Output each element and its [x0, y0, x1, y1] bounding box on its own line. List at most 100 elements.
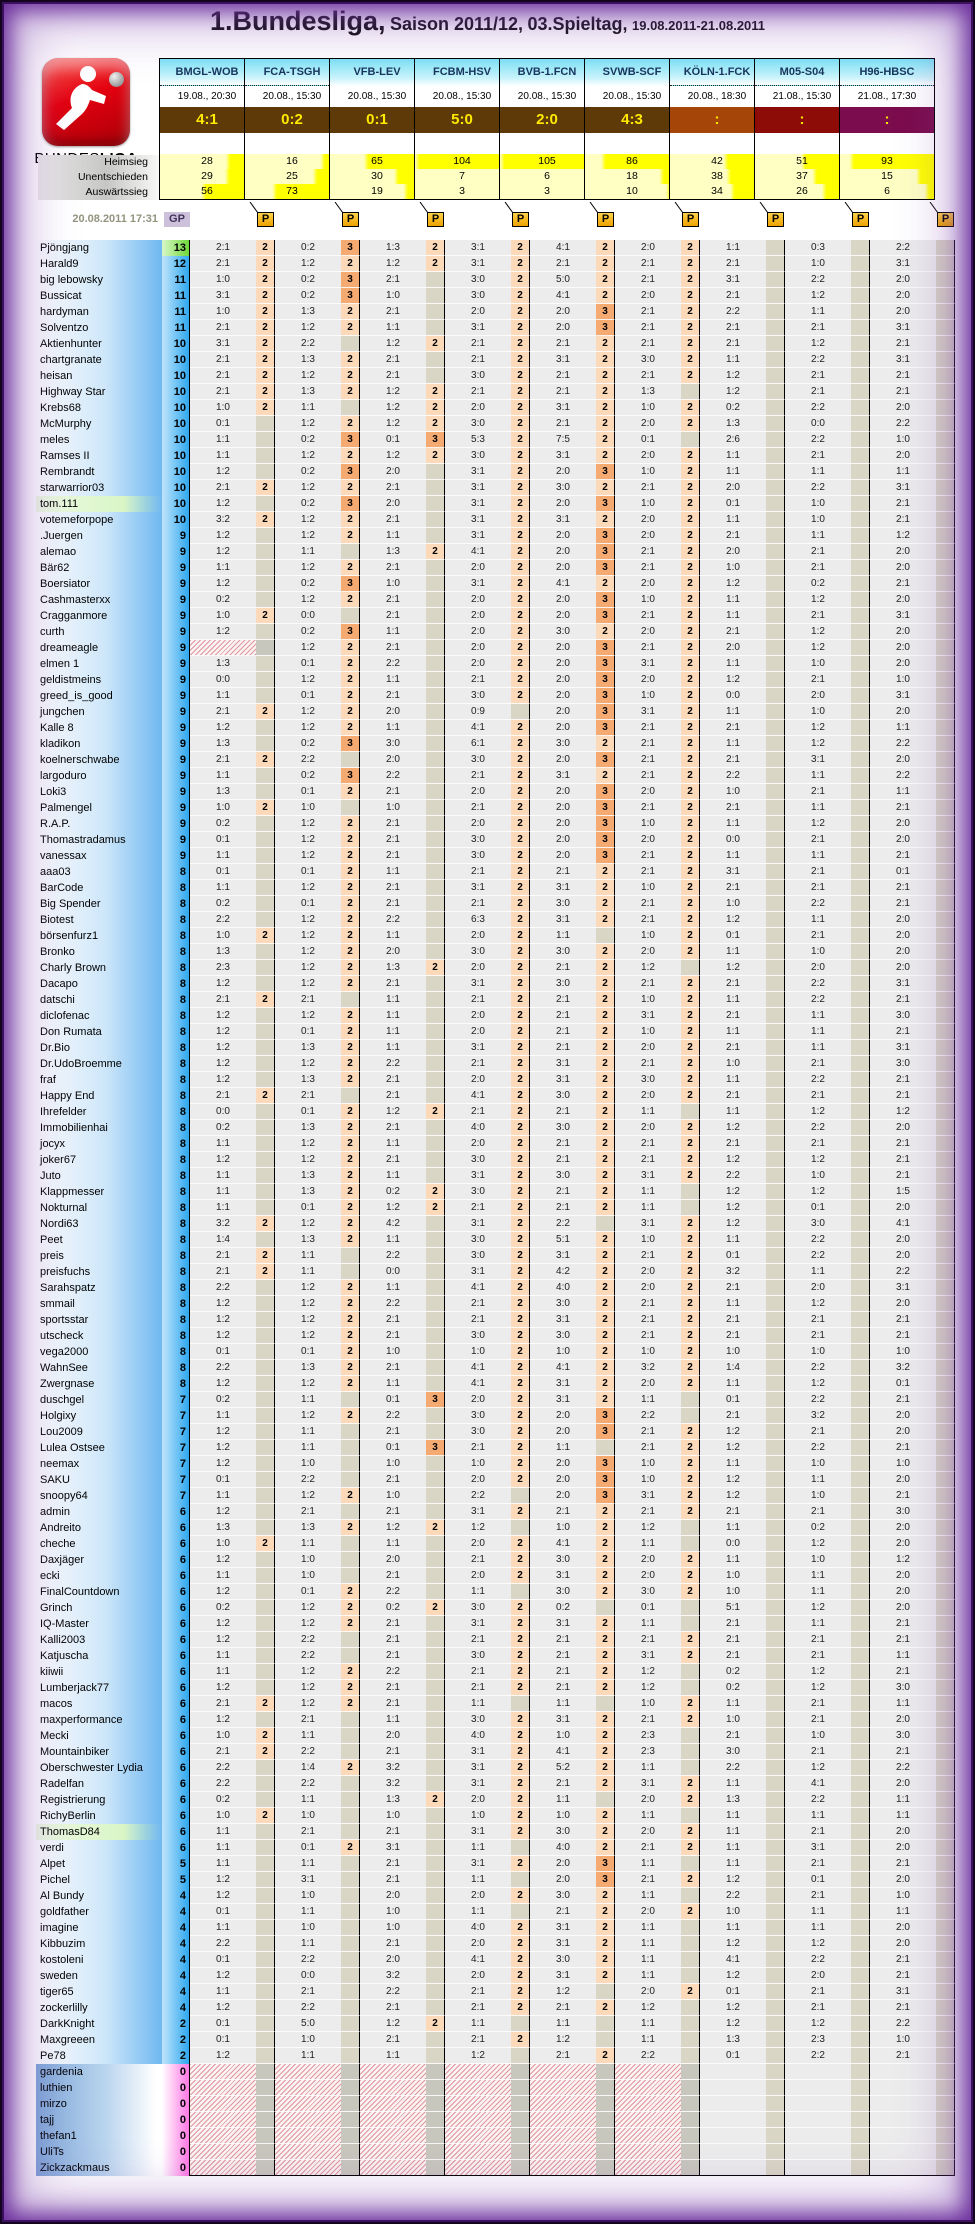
player-name[interactable]: datschi — [36, 992, 162, 1008]
player-name[interactable]: Mountainbiker — [36, 1744, 162, 1760]
match-teams-link[interactable]: M05-S04 — [755, 59, 849, 86]
player-name[interactable]: jocyx — [36, 1136, 162, 1152]
player-name[interactable]: smmail — [36, 1296, 162, 1312]
player-name[interactable]: luthien — [36, 2080, 162, 2096]
player-name[interactable]: cheche — [36, 1536, 162, 1552]
match-teams-link[interactable]: KÖLN-1.FCK — [670, 59, 764, 86]
player-name[interactable]: ThomasD84 — [36, 1824, 162, 1840]
player-name[interactable]: tiger65 — [36, 1984, 162, 2000]
player-name[interactable]: preis — [36, 1248, 162, 1264]
player-name[interactable]: McMurphy — [36, 416, 162, 432]
player-name[interactable]: Ramses II — [36, 448, 162, 464]
match-teams-link[interactable]: FCA-TSGH — [245, 59, 339, 86]
player-name[interactable]: tom.111 — [36, 496, 162, 512]
player-name[interactable]: Juto — [36, 1168, 162, 1184]
player-name[interactable]: kladikon — [36, 736, 162, 752]
player-name[interactable]: Bär62 — [36, 560, 162, 576]
player-name[interactable]: sweden — [36, 1968, 162, 1984]
player-name[interactable]: starwarrior03 — [36, 480, 162, 496]
player-name[interactable]: RichyBerlin — [36, 1808, 162, 1824]
player-name[interactable]: jungchen — [36, 704, 162, 720]
player-name[interactable]: SAKU — [36, 1472, 162, 1488]
player-name[interactable]: greed_is_good — [36, 688, 162, 704]
player-name[interactable]: meles — [36, 432, 162, 448]
player-name[interactable]: preisfuchs — [36, 1264, 162, 1280]
player-name[interactable]: Kalle 8 — [36, 720, 162, 736]
player-name[interactable]: Harald9 — [36, 256, 162, 272]
player-name[interactable]: votemeforpope — [36, 512, 162, 528]
player-name[interactable]: Ihrefelder — [36, 1104, 162, 1120]
player-name[interactable]: zockerlilly — [36, 2000, 162, 2016]
player-name[interactable]: Holgixy — [36, 1408, 162, 1424]
player-name[interactable]: Solventzo — [36, 320, 162, 336]
player-name[interactable]: WahnSee — [36, 1360, 162, 1376]
player-name[interactable]: kiiwii — [36, 1664, 162, 1680]
player-name[interactable]: big lebowsky — [36, 272, 162, 288]
player-name[interactable]: Rembrandt — [36, 464, 162, 480]
player-name[interactable]: Mecki — [36, 1728, 162, 1744]
match-teams-link[interactable]: VFB-LEV — [330, 59, 424, 86]
player-name[interactable]: dreameagle — [36, 640, 162, 656]
player-name[interactable]: Grinch — [36, 1600, 162, 1616]
player-name[interactable]: gardenia — [36, 2064, 162, 2080]
player-name[interactable]: BarCode — [36, 880, 162, 896]
player-name[interactable]: Dr.Bio — [36, 1040, 162, 1056]
player-name[interactable]: sportsstar — [36, 1312, 162, 1328]
player-name[interactable]: maxperformance — [36, 1712, 162, 1728]
match-teams-link[interactable]: H96-HBSC — [840, 59, 934, 86]
player-name[interactable]: Krebs68 — [36, 400, 162, 416]
player-name[interactable]: .Juergen — [36, 528, 162, 544]
match-teams-link[interactable]: BMGL-WOB — [160, 59, 254, 86]
player-name[interactable]: Kalli2003 — [36, 1632, 162, 1648]
player-name[interactable]: Cragganmore — [36, 608, 162, 624]
player-name[interactable]: Boersiator — [36, 576, 162, 592]
player-name[interactable]: elmen 1 — [36, 656, 162, 672]
player-name[interactable]: neemax — [36, 1456, 162, 1472]
player-name[interactable]: fraf — [36, 1072, 162, 1088]
player-name[interactable]: tajj — [36, 2112, 162, 2128]
player-name[interactable]: Katjuscha — [36, 1648, 162, 1664]
player-name[interactable]: Don Rumata — [36, 1024, 162, 1040]
player-name[interactable]: Oberschwester Lydia — [36, 1760, 162, 1776]
player-name[interactable]: UliTs — [36, 2144, 162, 2160]
player-name[interactable]: Kibbuzim — [36, 1936, 162, 1952]
match-teams-link[interactable]: BVB-1.FCN — [500, 59, 594, 86]
player-name[interactable]: Radelfan — [36, 1776, 162, 1792]
player-name[interactable]: hardyman — [36, 304, 162, 320]
player-name[interactable]: Lumberjack77 — [36, 1680, 162, 1696]
player-name[interactable]: thefan1 — [36, 2128, 162, 2144]
player-name[interactable]: Aktienhunter — [36, 336, 162, 352]
player-name[interactable]: Dr.UdoBroemme — [36, 1056, 162, 1072]
player-name[interactable]: Happy End — [36, 1088, 162, 1104]
player-name[interactable]: Lulea Ostsee — [36, 1440, 162, 1456]
player-name[interactable]: ecki — [36, 1568, 162, 1584]
player-name[interactable]: Thomastradamus — [36, 832, 162, 848]
player-name[interactable]: Peet — [36, 1232, 162, 1248]
player-name[interactable]: snoopy64 — [36, 1488, 162, 1504]
player-name[interactable]: Immobilienhai — [36, 1120, 162, 1136]
player-name[interactable]: diclofenac — [36, 1008, 162, 1024]
player-name[interactable]: Pichel — [36, 1872, 162, 1888]
player-name[interactable]: alemao — [36, 544, 162, 560]
player-name[interactable]: Andreito — [36, 1520, 162, 1536]
player-name[interactable]: geldistmeins — [36, 672, 162, 688]
match-teams-link[interactable]: FCBM-HSV — [415, 59, 509, 86]
player-name[interactable]: vega2000 — [36, 1344, 162, 1360]
player-name[interactable]: utscheck — [36, 1328, 162, 1344]
player-name[interactable]: vanessax — [36, 848, 162, 864]
player-name[interactable]: joker67 — [36, 1152, 162, 1168]
player-name[interactable]: mirzo — [36, 2096, 162, 2112]
player-name[interactable]: kostoleni — [36, 1952, 162, 1968]
player-name[interactable]: imagine — [36, 1920, 162, 1936]
player-name[interactable]: DarkKnight — [36, 2016, 162, 2032]
player-name[interactable]: Klappmesser — [36, 1184, 162, 1200]
player-name[interactable]: Nokturnal — [36, 1200, 162, 1216]
player-name[interactable]: verdi — [36, 1840, 162, 1856]
player-name[interactable]: Charly Brown — [36, 960, 162, 976]
player-name[interactable]: Biotest — [36, 912, 162, 928]
player-name[interactable]: Pe78 — [36, 2048, 162, 2064]
player-name[interactable]: chartgranate — [36, 352, 162, 368]
player-name[interactable]: Cashmasterxx — [36, 592, 162, 608]
player-name[interactable]: Lou2009 — [36, 1424, 162, 1440]
player-name[interactable]: Bussicat — [36, 288, 162, 304]
